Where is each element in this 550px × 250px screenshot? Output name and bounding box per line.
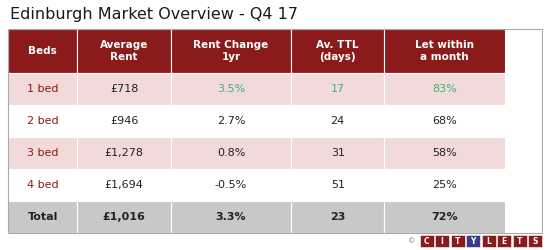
Text: £1,016: £1,016 <box>103 212 146 222</box>
Text: 3 bed: 3 bed <box>27 148 58 158</box>
Text: ©: © <box>408 238 415 244</box>
Bar <box>384 169 504 201</box>
Bar <box>78 169 171 201</box>
Bar <box>384 73 504 105</box>
Bar <box>384 137 504 169</box>
Text: £946: £946 <box>110 116 139 126</box>
Bar <box>291 169 384 201</box>
Bar <box>171 29 291 73</box>
Bar <box>171 137 291 169</box>
Bar <box>8 105 78 137</box>
Text: 51: 51 <box>331 180 345 190</box>
Text: 4 bed: 4 bed <box>27 180 58 190</box>
Bar <box>466 235 480 247</box>
Bar <box>78 137 171 169</box>
Bar <box>420 235 433 247</box>
Text: Average
Rent: Average Rent <box>100 40 148 62</box>
Text: 3.5%: 3.5% <box>217 84 245 94</box>
Bar <box>291 29 384 73</box>
Text: T: T <box>517 236 522 246</box>
Bar <box>171 169 291 201</box>
Bar <box>291 201 384 233</box>
Bar <box>171 73 291 105</box>
Text: 72%: 72% <box>431 212 458 222</box>
Bar <box>8 201 78 233</box>
Text: Beds: Beds <box>29 46 57 56</box>
Text: 3.3%: 3.3% <box>216 212 246 222</box>
Text: 25%: 25% <box>432 180 457 190</box>
Text: Av. TTL
(days): Av. TTL (days) <box>316 40 359 62</box>
Text: 0.8%: 0.8% <box>217 148 245 158</box>
Bar <box>450 235 465 247</box>
Text: I: I <box>441 236 443 246</box>
Text: £1,694: £1,694 <box>104 180 144 190</box>
Text: 23: 23 <box>330 212 345 222</box>
Bar <box>8 137 78 169</box>
Bar <box>513 235 526 247</box>
Text: £718: £718 <box>110 84 139 94</box>
Bar <box>78 105 171 137</box>
Text: £1,278: £1,278 <box>104 148 144 158</box>
Bar <box>291 137 384 169</box>
Text: Edinburgh Market Overview - Q4 17: Edinburgh Market Overview - Q4 17 <box>10 7 298 22</box>
Bar <box>8 29 78 73</box>
Text: T: T <box>455 236 460 246</box>
Text: Total: Total <box>28 212 58 222</box>
Text: Let within
a month: Let within a month <box>415 40 474 62</box>
Bar <box>384 29 504 73</box>
Text: 68%: 68% <box>432 116 457 126</box>
Bar <box>291 105 384 137</box>
Bar <box>8 73 78 105</box>
Bar <box>78 29 171 73</box>
Bar <box>497 235 511 247</box>
Text: Rent Change
1yr: Rent Change 1yr <box>193 40 268 62</box>
Text: 1 bed: 1 bed <box>27 84 58 94</box>
Text: 2 bed: 2 bed <box>27 116 58 126</box>
Bar <box>171 105 291 137</box>
Bar <box>435 235 449 247</box>
Text: 83%: 83% <box>432 84 457 94</box>
Text: 58%: 58% <box>432 148 457 158</box>
Bar <box>171 201 291 233</box>
Text: 24: 24 <box>331 116 345 126</box>
Text: 17: 17 <box>331 84 345 94</box>
Bar <box>8 169 78 201</box>
Bar <box>384 201 504 233</box>
Bar <box>481 235 496 247</box>
Text: L: L <box>486 236 491 246</box>
Bar <box>78 73 171 105</box>
Bar <box>384 105 504 137</box>
Bar <box>78 201 171 233</box>
Text: 31: 31 <box>331 148 345 158</box>
Text: Y: Y <box>470 236 476 246</box>
Text: E: E <box>502 236 507 246</box>
Text: 2.7%: 2.7% <box>217 116 245 126</box>
Text: C: C <box>424 236 430 246</box>
Bar <box>528 235 542 247</box>
Bar <box>8 29 542 233</box>
Text: S: S <box>532 236 538 246</box>
Bar <box>291 73 384 105</box>
Text: -0.5%: -0.5% <box>215 180 247 190</box>
